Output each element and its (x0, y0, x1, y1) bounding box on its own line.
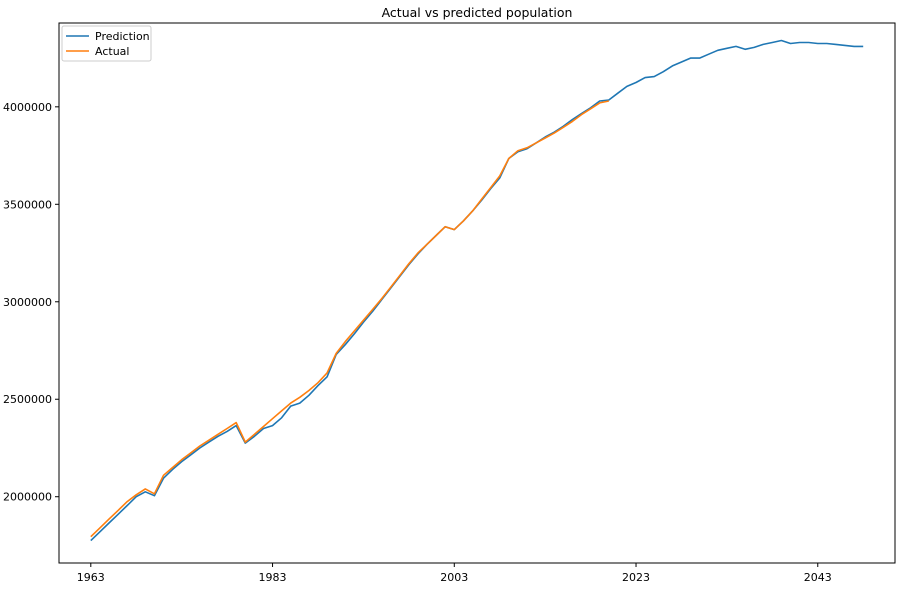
legend-label-actual: Actual (95, 45, 129, 58)
y-tick-label: 2500000 (3, 393, 52, 406)
series-line-actual (90, 100, 609, 538)
x-tick-label: 1983 (259, 571, 287, 584)
y-tick-label: 4000000 (3, 101, 52, 114)
x-tick-label: 2023 (622, 571, 650, 584)
legend-box (61, 25, 152, 62)
series-layer (90, 39, 864, 542)
y-axis: 2000000 2500000 3000000 3500000 4000000 (3, 101, 59, 504)
x-tick-label: 2003 (440, 571, 468, 584)
legend-label-prediction: Prediction (95, 30, 150, 43)
y-tick-label: 3500000 (3, 198, 52, 211)
legend: Prediction Actual (61, 25, 152, 62)
x-tick-label: 1963 (77, 571, 105, 584)
plot-area-frame (58, 22, 896, 564)
y-tick-label: 2000000 (3, 491, 52, 504)
series-line-prediction (90, 39, 864, 542)
chart-title: Actual vs predicted population (382, 5, 573, 20)
x-tick-label: 2043 (804, 571, 832, 584)
y-tick-label: 3000000 (3, 296, 52, 309)
x-axis: 1963 1983 2003 2023 2043 (77, 563, 832, 584)
